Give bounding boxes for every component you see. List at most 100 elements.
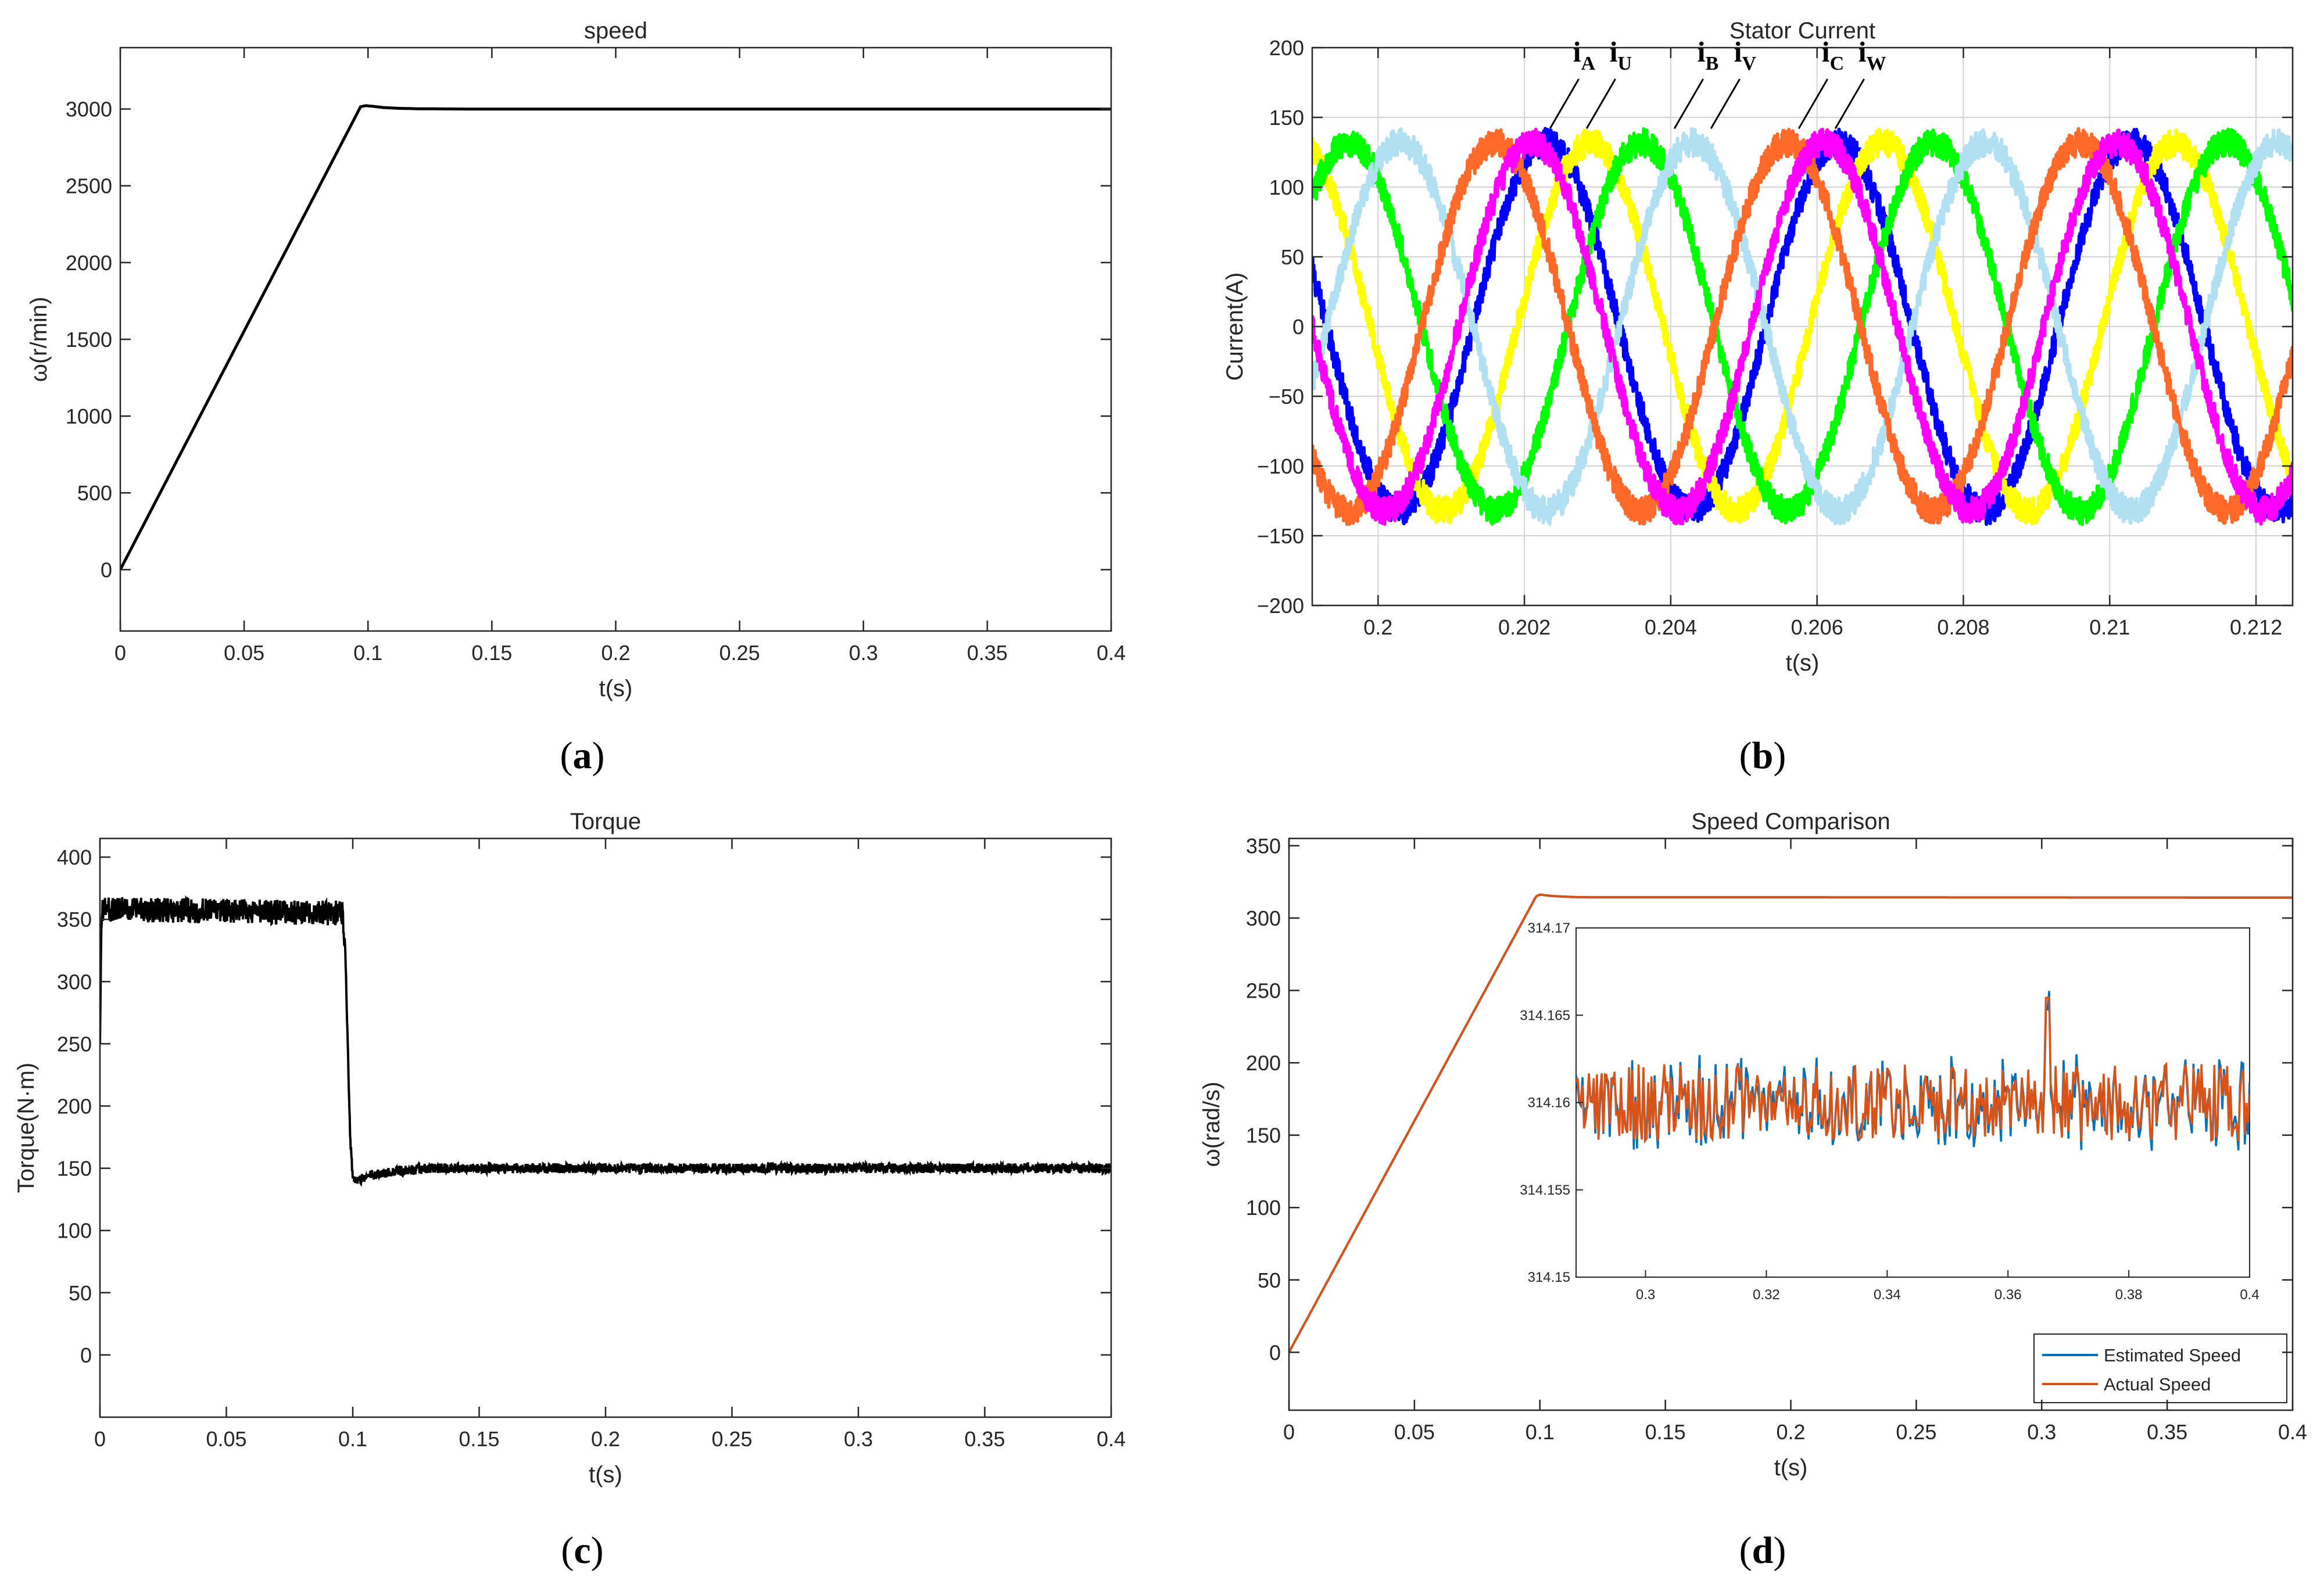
y-tick-label: 3000 (66, 98, 112, 121)
current-series-iB (1312, 127, 2293, 526)
x-tick-label: 0.05 (1394, 1420, 1435, 1444)
x-tick-label: 0.35 (2147, 1420, 2187, 1444)
annotation-main: i (1573, 35, 1581, 68)
legend: Estimated Speed Actual Speed (2033, 1334, 2287, 1403)
x-tick-label: 0.2 (1363, 615, 1392, 639)
actual-speed-line (1289, 893, 2293, 1353)
annotation-subscript: C (1830, 53, 1845, 74)
caption-open: ( (1739, 734, 1752, 777)
caption-letter: c (574, 1529, 590, 1572)
x-tick-label: 0.4 (1097, 641, 1126, 665)
annotation-label-iV: iV (1734, 35, 1757, 74)
y-tick-label: 1500 (66, 328, 112, 352)
plot-area (100, 838, 1111, 1417)
y-tick-label: 2500 (66, 174, 112, 198)
annotation-subscript: V (1742, 53, 1757, 74)
x-axis-label: t(s) (599, 676, 633, 701)
annotation-label-iW: iW (1859, 35, 1886, 74)
x-tick-label: 0.05 (206, 1427, 246, 1451)
x-axis-label: t(s) (1774, 1455, 1808, 1481)
annotation-main: i (1822, 35, 1830, 68)
legend-label: Estimated Speed (2104, 1345, 2241, 1365)
annotation-leader-line (1710, 78, 1741, 129)
panel-c: 0 0.05 0.1 0.15 0.2 0.25 0.3 0.35 0.4 0 50 100 150 20… (13, 809, 1126, 1572)
panel-b: iA iU iB iV iC iW0.2 0.202 0.204 0.206 0.208 0.21 0… (1222, 18, 2294, 777)
x-tick-label: 0.15 (471, 641, 512, 665)
x-tick-label: 0.204 (1645, 615, 1697, 639)
y-tick-label: 0 (1269, 1340, 1281, 1364)
x-tick-label: 0.15 (1645, 1420, 1686, 1444)
inset-x-tick-label: 0.38 (2115, 1287, 2143, 1303)
x-tick-label: 0 (114, 641, 126, 665)
inset-actual-line (1576, 996, 2250, 1144)
y-tick-label: 200 (1246, 1051, 1281, 1075)
annotation-subscript: A (1581, 53, 1596, 74)
panel-a: 0 0.05 0.1 0.15 0.2 0.25 0.3 0.35 0.4 0 500 1000 150… (26, 18, 1126, 777)
x-tick-label: 0.25 (719, 641, 760, 665)
y-tick-label: 350 (57, 908, 92, 931)
annotation-leader-line (1549, 78, 1580, 129)
chart-title: speed (584, 18, 647, 44)
y-tick-label: 500 (77, 481, 112, 505)
x-tick-label: 0.3 (2027, 1420, 2056, 1444)
annotation-label-iC: iC (1822, 35, 1844, 74)
annotation-label-iA: iA (1573, 35, 1596, 74)
y-tick-label: 250 (1246, 979, 1281, 1003)
x-tick-label: 0.4 (2278, 1420, 2307, 1444)
x-tick-label: 0.202 (1498, 615, 1550, 639)
x-tick-label: 0.21 (2089, 615, 2130, 639)
legend-box (2033, 1334, 2287, 1403)
x-axis-label: t(s) (589, 1462, 622, 1487)
annotation-leader-line (1673, 78, 1704, 129)
y-axis-label: Torque(N·m) (13, 1063, 39, 1193)
annotation-subscript: W (1867, 53, 1886, 74)
y-tick-label: −50 (1269, 385, 1304, 408)
x-tick-label: 0.4 (1097, 1427, 1126, 1451)
inset-y-tick-label: 314.16 (1528, 1095, 1570, 1111)
y-tick-label: 100 (57, 1219, 92, 1243)
current-series-iU (1312, 127, 2293, 526)
y-tick-label: −200 (1257, 594, 1304, 618)
x-tick-label: 0 (1283, 1420, 1295, 1444)
y-tick-label: 50 (69, 1281, 92, 1305)
y-tick-label: 0 (1292, 315, 1304, 339)
current-series-iV (1312, 127, 2293, 526)
y-tick-label: 350 (1246, 834, 1281, 858)
annotation-main: i (1859, 35, 1867, 68)
caption-open: ( (1739, 1529, 1752, 1572)
x-tick-label: 0.2 (1776, 1420, 1805, 1444)
inset-x-tick-label: 0.34 (1874, 1287, 1901, 1303)
current-series-iC (1312, 127, 2293, 526)
y-tick-label: −100 (1257, 454, 1304, 478)
annotation-label-iB: iB (1698, 35, 1719, 74)
legend-label: Actual Speed (2104, 1374, 2211, 1395)
annotation-main: i (1698, 35, 1706, 68)
y-tick-label: 50 (1258, 1268, 1281, 1292)
x-tick-label: 0.208 (1937, 615, 1989, 639)
x-tick-label: 0.1 (338, 1427, 367, 1451)
annotation-leader-line (1834, 78, 1865, 129)
inset-y-tick-label: 314.155 (1520, 1182, 1570, 1198)
y-tick-label: 150 (57, 1157, 92, 1181)
annotation-subscript: U (1617, 53, 1632, 74)
x-axis-label: t(s) (1786, 650, 1820, 676)
annotation-main: i (1610, 35, 1618, 68)
x-tick-label: 0.212 (2230, 615, 2282, 639)
y-tick-label: 200 (57, 1094, 92, 1118)
annotation-leader-line (1797, 78, 1828, 129)
inset-y-tick-label: 314.17 (1528, 920, 1570, 936)
chart-title: Stator Current (1729, 18, 1875, 44)
x-tick-label: 0.3 (844, 1427, 873, 1451)
inset-x-tick-label: 0.32 (1753, 1287, 1780, 1303)
plot-area (120, 48, 1111, 631)
annotation-main: i (1734, 35, 1742, 68)
caption-open: ( (560, 734, 573, 777)
chart-title: Speed Comparison (1691, 809, 1890, 834)
subfigure-caption: (a) (560, 734, 605, 777)
caption-letter: d (1752, 1529, 1774, 1572)
y-tick-label: 100 (1269, 175, 1304, 199)
x-tick-label: 0.25 (711, 1427, 752, 1451)
chart-title: Torque (570, 809, 641, 834)
annotation-subscript: B (1706, 53, 1719, 74)
